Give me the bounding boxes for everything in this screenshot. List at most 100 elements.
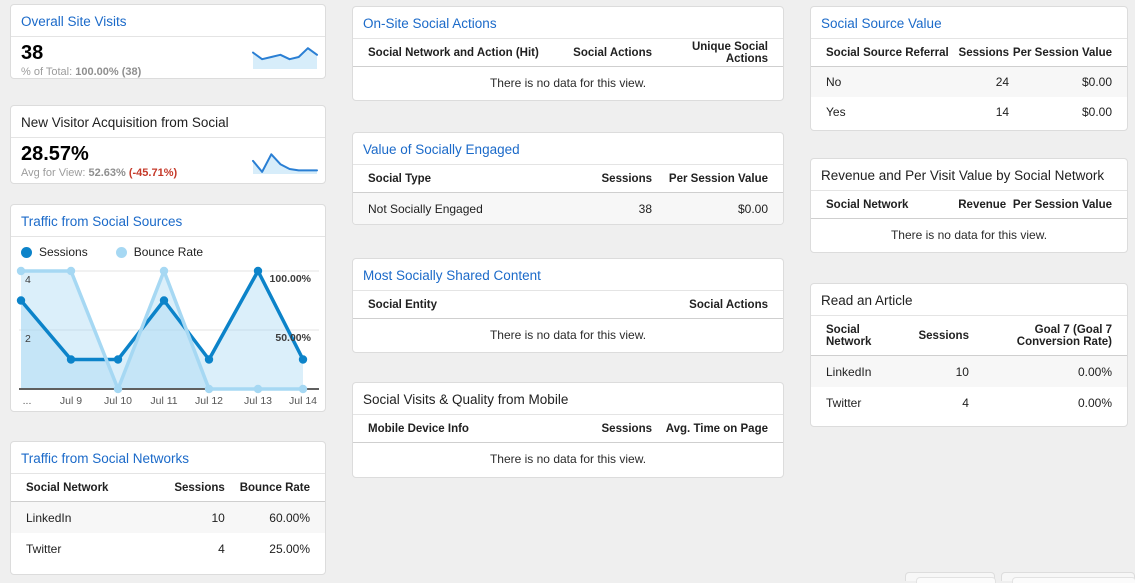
widget-title-link[interactable]: Overall Site Visits	[11, 5, 325, 37]
widget-onsite-social-actions: On-Site Social Actions Social Network an…	[352, 6, 784, 101]
metric-subtext-label: Avg for View:	[21, 167, 86, 179]
widget-title: Social Visits & Quality from Mobile	[353, 383, 783, 415]
column-header: Social Actions	[573, 46, 652, 59]
cell-per-session-value: $0.00	[1081, 105, 1112, 119]
cell-sessions: 4	[218, 541, 225, 556]
table-header-row: Social Type Sessions Per Session Value	[353, 165, 783, 193]
data-table: Mobile Device Info Sessions Avg. Time on…	[353, 415, 783, 472]
partial-widget-inner-card	[916, 577, 996, 583]
table-row: Yes 14 $0.00	[811, 97, 1127, 127]
column-header: Social Network	[826, 198, 909, 211]
cell-sessions: 14	[995, 105, 1010, 119]
column-header: Mobile Device Info	[368, 422, 469, 435]
sparkline-chart	[252, 47, 318, 69]
cell-sessions: 24	[995, 75, 1010, 89]
cell-social-network: Twitter	[826, 395, 862, 410]
widget-traffic-from-social-networks: Traffic from Social Networks Social Netw…	[10, 441, 326, 575]
column-header: Social Network and Action (Hit)	[368, 46, 539, 59]
data-table: Social Network Sessions Bounce Rate Link…	[11, 474, 325, 564]
table-header-row: Social Network Revenue Per Session Value	[811, 191, 1127, 219]
column-header: Sessions	[174, 481, 225, 494]
widget-title-link[interactable]: Traffic from Social Sources	[11, 205, 325, 237]
metric-subtext-label: % of Total:	[21, 66, 73, 78]
cell-bounce-rate: 60.00%	[269, 510, 310, 525]
x-axis-labels: ... Jul 9 Jul 10 Jul 11 Jul 12 Jul 13 Jul 14	[22, 395, 318, 407]
column-header: Bounce Rate	[239, 481, 310, 494]
column-header: Per Session Value	[668, 172, 768, 185]
legend-dot-icon	[21, 246, 32, 258]
widget-social-visits-quality-mobile: Social Visits & Quality from Mobile Mobi…	[352, 382, 784, 478]
cell-per-session-value: $0.00	[1081, 75, 1112, 89]
widget-title-link[interactable]: Traffic from Social Networks	[11, 442, 325, 474]
partial-widget-card	[905, 572, 996, 583]
widget-new-visitor-acquisition: New Visitor Acquisition from Social 28.5…	[10, 105, 326, 184]
data-table: Social Entity Social Actions There is no…	[353, 291, 783, 348]
widget-title-link[interactable]: Social Source Value	[811, 7, 1127, 39]
cell-social-type: Not Socially Engaged	[368, 201, 483, 216]
metric-subtext-value: 100.00% (38)	[75, 66, 142, 78]
table-row: LinkedIn 10 0.00%	[811, 356, 1127, 387]
no-data-message: There is no data for this view.	[489, 76, 647, 90]
column-header: Social Network	[826, 323, 872, 348]
column-header: Per Session Value	[1012, 198, 1112, 211]
data-table: Social Network Sessions Goal 7 (Goal 7 C…	[811, 316, 1127, 418]
legend-label: Sessions	[39, 245, 88, 259]
cell-sessions: 4	[962, 395, 969, 410]
widget-read-an-article: Read an Article Social Network Sessions …	[810, 283, 1128, 427]
no-data-message: There is no data for this view.	[489, 452, 647, 466]
no-data-message: There is no data for this view.	[890, 228, 1048, 242]
column-header: Avg. Time on Page	[665, 422, 768, 435]
column-header: Social Network	[26, 481, 109, 494]
widget-traffic-from-social-sources: Traffic from Social Sources Sessions Bou…	[10, 204, 326, 412]
table-row: LinkedIn 10 60.00%	[11, 502, 325, 533]
data-table: Social Type Sessions Per Session Value N…	[353, 165, 783, 224]
table-header-row: Social Entity Social Actions	[353, 291, 783, 319]
column-header: Sessions	[601, 422, 653, 435]
line-chart-plot-area[interactable]	[16, 261, 319, 397]
cell-sessions: 38	[638, 201, 652, 216]
legend-label: Bounce Rate	[133, 245, 204, 259]
column-header: Social Entity	[368, 298, 438, 311]
widget-revenue-per-visit-value: Revenue and Per Visit Value by Social Ne…	[810, 158, 1128, 253]
table-row: Twitter 4 25.00%	[11, 533, 325, 564]
partial-widget-card	[1001, 572, 1135, 583]
widget-title-link[interactable]: Value of Socially Engaged	[353, 133, 783, 165]
table-row: No 24 $0.00	[811, 67, 1127, 97]
column-header: Social Source Referral	[826, 46, 949, 59]
cell-sessions: 10	[955, 364, 969, 379]
widget-title: New Visitor Acquisition from Social	[11, 106, 325, 138]
widget-title: Revenue and Per Visit Value by Social Ne…	[811, 159, 1127, 191]
no-data-message: There is no data for this view.	[489, 328, 647, 342]
column-header: Unique Social Actions	[691, 40, 768, 65]
widget-most-socially-shared-content: Most Socially Shared Content Social Enti…	[352, 258, 784, 353]
column-header: Sessions	[918, 329, 969, 342]
table-header-row: Social Network Sessions Goal 7 (Goal 7 C…	[811, 316, 1127, 356]
cell-goal-conversion: 0.00%	[1077, 364, 1112, 379]
metric-delta: (-45.71%)	[128, 167, 178, 179]
table-header-row: Social Network Sessions Bounce Rate	[11, 474, 325, 502]
widget-title-link[interactable]: On-Site Social Actions	[353, 7, 783, 39]
partial-widget-inner-card	[1012, 577, 1135, 583]
legend-dot-icon	[115, 246, 127, 258]
table-header-row: Social Source Referral Sessions Per Sess…	[811, 39, 1127, 67]
column-header: Per Session Value	[1012, 46, 1112, 59]
cell-social-network: LinkedIn	[826, 364, 872, 379]
data-table: Social Network Revenue Per Session Value…	[811, 191, 1127, 248]
widget-title-link[interactable]: Most Socially Shared Content	[353, 259, 783, 291]
chart-legend: Sessions Bounce Rate	[11, 237, 325, 259]
column-header: Sessions	[958, 46, 1010, 59]
cell-social-source-referral: No	[826, 75, 842, 89]
column-header: Sessions	[601, 172, 653, 185]
metric-subtext: Avg for View: 52.63% (-45.71%)	[11, 165, 325, 179]
sparkline-chart	[252, 153, 318, 174]
data-table: Social Network and Action (Hit) Social A…	[353, 39, 783, 96]
cell-social-network: Twitter	[26, 541, 62, 556]
cell-bounce-rate: 25.00%	[269, 541, 310, 556]
column-header: Goal 7 (Goal 7 Conversion Rate)	[1016, 323, 1112, 348]
table-header-row: Social Network and Action (Hit) Social A…	[353, 39, 783, 67]
cell-social-source-referral: Yes	[826, 105, 846, 119]
column-header: Social Type	[368, 172, 432, 185]
data-table: Social Source Referral Sessions Per Sess…	[811, 39, 1127, 127]
metric-value: 38	[21, 42, 44, 64]
cell-social-network: LinkedIn	[26, 510, 72, 525]
